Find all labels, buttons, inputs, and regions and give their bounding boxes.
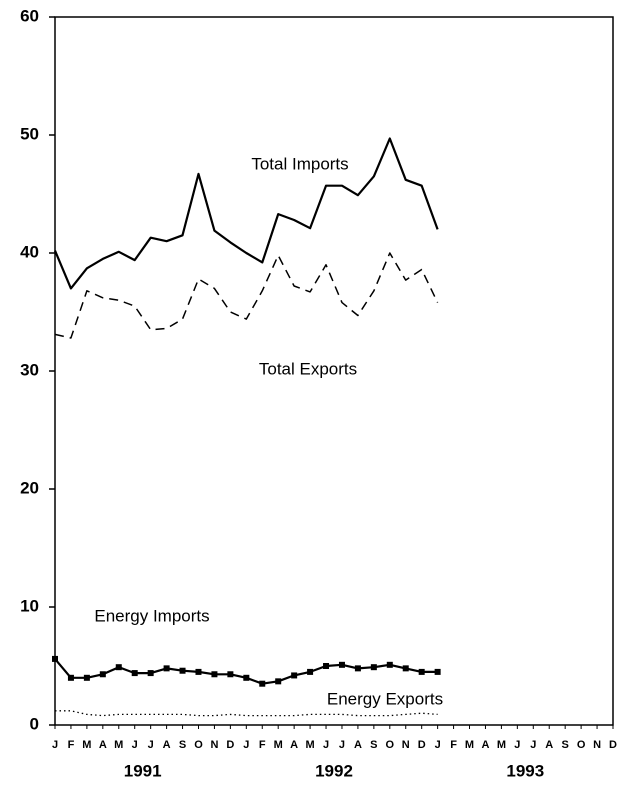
y-tick-label: 50 (20, 124, 39, 143)
x-tick-label: N (402, 739, 410, 751)
x-tick-label: A (163, 739, 171, 751)
series-marker (67, 674, 74, 681)
series-marker (402, 665, 409, 672)
series-label: Energy Exports (327, 689, 443, 708)
x-tick-label: F (450, 739, 457, 751)
x-tick-label: J (339, 739, 345, 751)
x-tick-label: D (226, 739, 234, 751)
series-marker (418, 668, 425, 675)
x-tick-label: O (194, 739, 203, 751)
x-tick-label: M (465, 739, 474, 751)
x-tick-label: A (545, 739, 553, 751)
year-label: 1993 (506, 761, 544, 780)
y-tick-label: 60 (20, 6, 39, 25)
x-tick-label: S (179, 739, 186, 751)
x-tick-label: N (593, 739, 601, 751)
series-marker (243, 674, 250, 681)
x-tick-label: J (148, 739, 154, 751)
series-marker (386, 661, 393, 668)
x-tick-label: O (577, 739, 586, 751)
x-tick-label: J (514, 739, 520, 751)
series-marker (323, 663, 330, 669)
x-tick-label: A (290, 739, 298, 751)
x-tick-label: M (497, 739, 506, 751)
series-marker (259, 680, 266, 687)
x-tick-label: J (132, 739, 138, 751)
series-marker (370, 664, 377, 671)
x-tick-label: M (82, 739, 91, 751)
series-line (55, 710, 438, 717)
series-marker (52, 655, 58, 662)
series-line (54, 252, 439, 339)
x-tick-label: M (305, 739, 314, 751)
series-marker (99, 671, 106, 678)
series-label: Total Imports (251, 154, 348, 173)
x-tick-label: J (52, 739, 58, 751)
series-marker (227, 671, 234, 678)
series-marker (147, 670, 154, 677)
series-marker (338, 661, 345, 668)
series-marker (179, 667, 186, 674)
y-tick-label: 0 (30, 714, 39, 733)
series-marker (307, 668, 314, 675)
x-tick-label: M (274, 739, 283, 751)
series-marker (195, 668, 202, 675)
x-tick-label: S (370, 739, 377, 751)
x-tick-label: A (481, 739, 489, 751)
series-marker (163, 665, 170, 672)
x-tick-label: F (259, 739, 266, 751)
x-tick-label: M (114, 739, 123, 751)
series-line (53, 137, 439, 290)
x-tick-label: F (68, 739, 75, 751)
year-label: 1992 (315, 761, 353, 780)
series-marker (291, 672, 298, 679)
y-tick-label: 10 (20, 596, 39, 615)
x-tick-label: A (354, 739, 362, 751)
series-marker (83, 674, 90, 681)
y-tick-label: 30 (20, 360, 39, 379)
x-tick-label: D (609, 739, 617, 751)
series-marker (131, 670, 138, 677)
x-tick-label: S (561, 739, 568, 751)
series-marker (115, 664, 122, 671)
x-tick-label: O (386, 739, 395, 751)
x-tick-label: N (210, 739, 218, 751)
x-tick-label: D (418, 739, 426, 751)
series-marker (211, 671, 218, 678)
x-tick-label: J (323, 739, 329, 751)
y-tick-label: 40 (20, 242, 39, 261)
x-tick-label: J (435, 739, 441, 751)
series-label: Energy Imports (94, 606, 209, 625)
y-tick-label: 20 (20, 478, 39, 497)
series-marker (434, 668, 441, 675)
year-label: 1991 (124, 761, 162, 780)
series-marker (275, 678, 282, 685)
series-label: Total Exports (259, 359, 357, 378)
x-tick-label: J (530, 739, 536, 751)
x-tick-label: A (99, 739, 107, 751)
x-tick-label: J (243, 739, 249, 751)
series-marker (354, 665, 361, 672)
